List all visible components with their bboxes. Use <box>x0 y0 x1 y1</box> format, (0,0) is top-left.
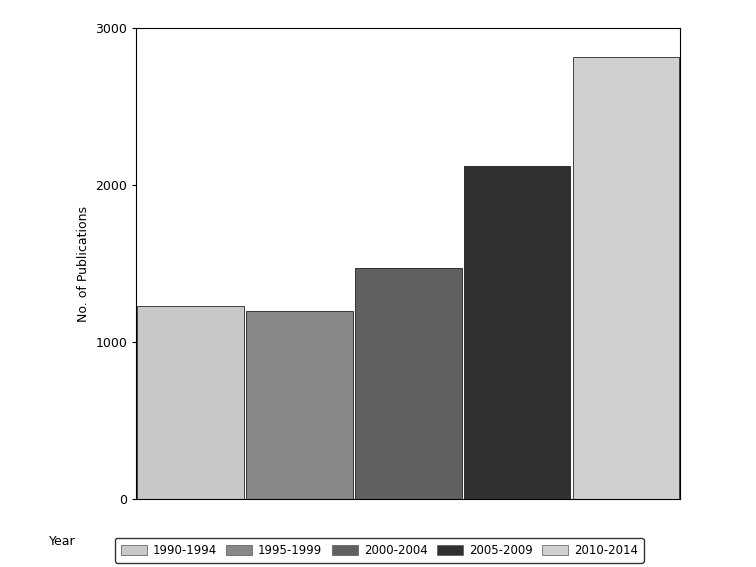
Bar <box>355 268 462 499</box>
Bar <box>246 311 353 499</box>
Y-axis label: No. of Publications: No. of Publications <box>76 206 90 321</box>
Bar <box>572 57 680 499</box>
Legend: 1990-1994, 1995-1999, 2000-2004, 2005-2009, 2010-2014: 1990-1994, 1995-1999, 2000-2004, 2005-20… <box>115 538 643 562</box>
Text: Year: Year <box>49 535 76 548</box>
Bar <box>463 166 571 499</box>
Bar <box>137 306 244 499</box>
